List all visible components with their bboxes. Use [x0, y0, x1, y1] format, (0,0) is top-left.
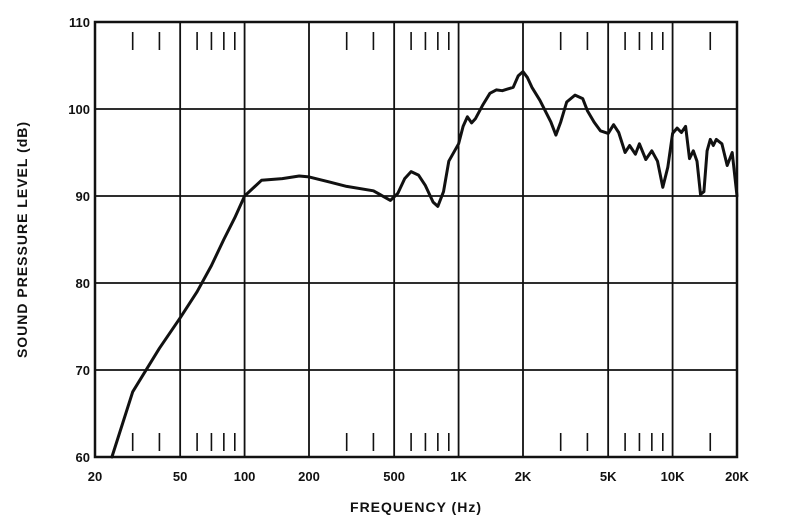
- y-tick-label: 110: [69, 15, 90, 30]
- y-tick-label: 90: [76, 189, 90, 204]
- minor-tick-layer: [131, 32, 712, 451]
- x-tick-label: 2K: [515, 469, 532, 484]
- x-tick-label: 20: [88, 469, 102, 484]
- y-tick-label: 100: [68, 102, 90, 117]
- x-tick-labels: 20 50 100 200 500 1K 2K 5K 10K 20K: [88, 469, 750, 484]
- x-tick-label: 200: [298, 469, 320, 484]
- y-axis-title: SOUND PRESSURE LEVEL (dB): [14, 121, 30, 358]
- x-tick-label: 5K: [600, 469, 617, 484]
- x-tick-label: 100: [234, 469, 256, 484]
- y-tick-label: 80: [76, 276, 90, 291]
- response-curve: [110, 70, 739, 459]
- x-tick-label: 50: [173, 469, 187, 484]
- x-tick-label: 10K: [661, 469, 685, 484]
- y-tick-labels: 60 70 80 90 100 110: [68, 15, 90, 465]
- series-layer: [110, 70, 739, 459]
- y-tick-label: 60: [76, 450, 90, 465]
- x-tick-label: 20K: [725, 469, 749, 484]
- x-tick-label: 500: [383, 469, 405, 484]
- grid-layer: [94, 21, 738, 458]
- plot-frame: [93, 20, 739, 459]
- x-axis-title: FREQUENCY (Hz): [350, 499, 482, 515]
- x-tick-label: 1K: [450, 469, 467, 484]
- y-tick-label: 70: [76, 363, 90, 378]
